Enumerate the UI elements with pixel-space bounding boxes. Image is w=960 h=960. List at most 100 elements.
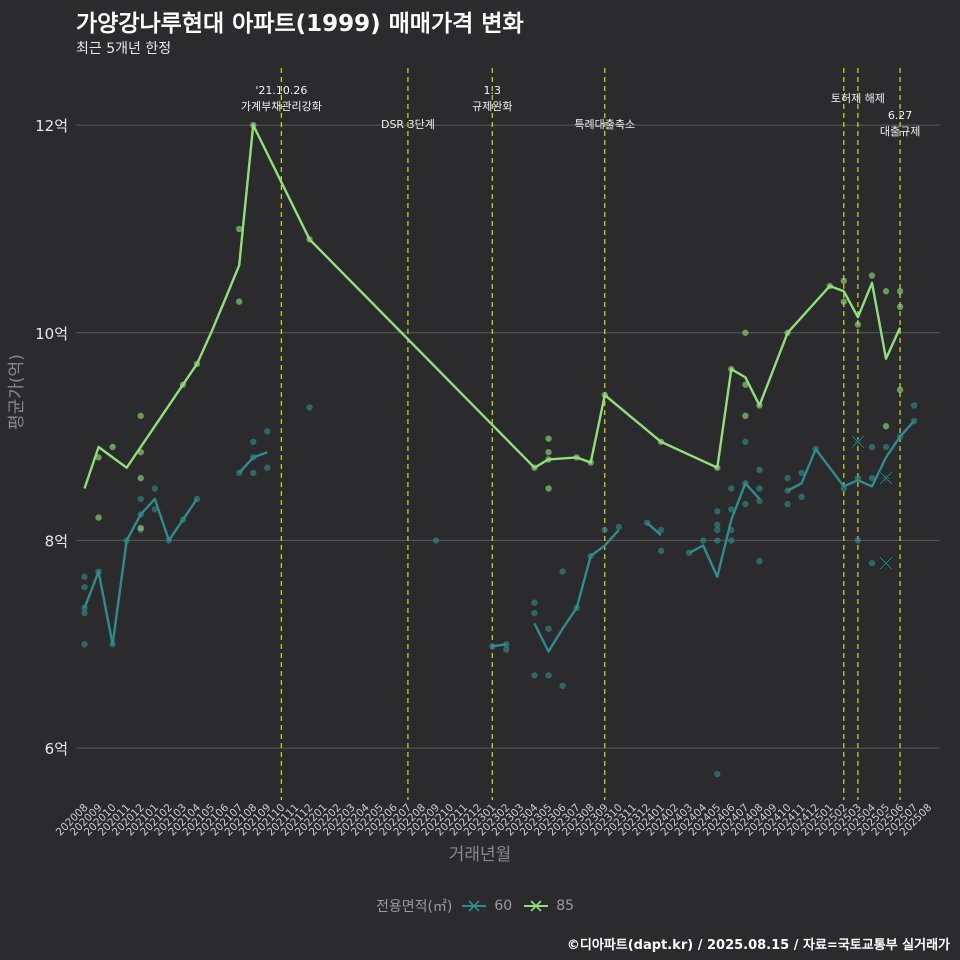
data-point-85 bbox=[854, 321, 862, 328]
legend-label-60: 60 bbox=[494, 898, 513, 914]
data-point-60 bbox=[868, 443, 876, 451]
data-point-85 bbox=[109, 443, 116, 451]
data-point-85 bbox=[137, 524, 144, 532]
series-line-60 bbox=[787, 420, 915, 492]
data-point-85 bbox=[545, 448, 552, 456]
data-point-60 bbox=[151, 506, 159, 513]
data-point-60 bbox=[784, 474, 791, 482]
data-point-60 bbox=[798, 469, 805, 477]
y-tick-label: 12억 bbox=[35, 117, 68, 135]
data-point-60 bbox=[714, 526, 721, 534]
cancelled-marker bbox=[851, 435, 865, 449]
data-point-60 bbox=[657, 547, 665, 555]
series-line-60 bbox=[688, 482, 761, 578]
data-point-60 bbox=[714, 537, 721, 544]
data-point-85 bbox=[896, 303, 904, 311]
annotation-label: 가계부채관리강화 bbox=[241, 100, 322, 113]
data-point-60 bbox=[601, 526, 608, 534]
data-point-60 bbox=[784, 500, 791, 508]
data-point-60 bbox=[854, 537, 862, 544]
data-point-60 bbox=[657, 526, 665, 534]
data-point-85 bbox=[235, 225, 243, 233]
data-point-85 bbox=[235, 298, 243, 305]
legend-label-85: 85 bbox=[556, 898, 575, 914]
y-axis-label: 평균가(억) bbox=[7, 354, 27, 430]
cancelled-marker bbox=[879, 556, 893, 570]
data-point-60 bbox=[742, 438, 749, 445]
data-point-60 bbox=[489, 643, 496, 650]
data-point-60 bbox=[432, 537, 440, 544]
data-point-60 bbox=[250, 438, 257, 445]
data-point-60 bbox=[151, 485, 159, 492]
data-point-85 bbox=[896, 288, 904, 295]
data-point-60 bbox=[81, 573, 88, 580]
series-line-85 bbox=[83, 123, 902, 489]
data-point-60 bbox=[531, 672, 538, 679]
annotation-label: 규제완화 bbox=[472, 100, 512, 113]
data-point-60 bbox=[700, 537, 707, 544]
data-point-60 bbox=[81, 609, 88, 617]
series-line-60 bbox=[646, 521, 662, 537]
series-line-60 bbox=[238, 451, 268, 474]
data-point-60 bbox=[910, 402, 918, 409]
legend-key-60 bbox=[462, 900, 487, 912]
data-point-85 bbox=[896, 386, 904, 394]
data-point-60 bbox=[756, 485, 763, 492]
data-point-85 bbox=[137, 474, 144, 482]
data-point-60 bbox=[728, 485, 735, 492]
y-tick-label: 6억 bbox=[45, 740, 68, 758]
data-point-60 bbox=[81, 641, 88, 648]
data-point-85 bbox=[545, 435, 552, 442]
data-point-60 bbox=[264, 428, 271, 435]
data-point-60 bbox=[81, 583, 88, 591]
data-point-60 bbox=[503, 646, 510, 653]
legend-item-85: 85 bbox=[522, 898, 574, 914]
data-point-60 bbox=[756, 497, 763, 505]
y-tick-label: 10억 bbox=[35, 325, 68, 343]
y-tick-label: 8억 bbox=[45, 532, 68, 550]
x-axis-label: 거래년월 bbox=[448, 845, 512, 865]
data-point-85 bbox=[137, 412, 144, 420]
data-point-60 bbox=[714, 508, 721, 515]
data-point-60 bbox=[728, 537, 735, 544]
annotation-label: DSR 3단계 bbox=[381, 118, 435, 131]
annotation-label: 대출규제 bbox=[880, 125, 920, 138]
data-point-60 bbox=[798, 493, 805, 501]
annotation-label: 6.27 bbox=[888, 109, 913, 122]
data-point-60 bbox=[868, 560, 876, 567]
legend-key-85 bbox=[524, 900, 549, 912]
data-point-60 bbox=[728, 506, 735, 513]
series-line-60 bbox=[533, 529, 620, 653]
legend-title: 전용면적(㎡) bbox=[375, 899, 453, 915]
data-point-60 bbox=[756, 466, 763, 474]
annotation-label: 토허제 해제 bbox=[831, 91, 885, 105]
data-point-85 bbox=[882, 423, 890, 430]
data-point-85 bbox=[742, 412, 749, 420]
legend: 전용면적(㎡) 60 85 bbox=[0, 896, 960, 916]
data-point-60 bbox=[559, 568, 566, 575]
data-point-60 bbox=[306, 404, 313, 411]
data-point-60 bbox=[868, 474, 876, 482]
series-line-60 bbox=[492, 643, 507, 648]
data-point-60 bbox=[545, 672, 552, 679]
data-point-60 bbox=[742, 500, 749, 508]
series-line-60 bbox=[83, 497, 198, 646]
data-point-85 bbox=[868, 272, 876, 279]
data-point-85 bbox=[95, 454, 102, 461]
chart-title: 가양강나루현대 아파트(1999) 매매가격 변화 bbox=[76, 11, 524, 37]
data-point-60 bbox=[531, 609, 538, 617]
annotation-label: 특례대출축소 bbox=[574, 118, 635, 131]
annotation-label: '21.10.26 bbox=[255, 84, 307, 97]
data-point-85 bbox=[840, 298, 848, 305]
data-point-85 bbox=[95, 514, 102, 521]
data-point-60 bbox=[264, 464, 271, 471]
data-point-60 bbox=[531, 599, 538, 606]
data-point-60 bbox=[545, 625, 552, 632]
data-point-60 bbox=[615, 523, 623, 531]
data-point-60 bbox=[559, 682, 566, 689]
data-point-60 bbox=[882, 443, 890, 451]
chart-subtitle: 최근 5개년 한정 bbox=[76, 41, 172, 57]
annotation-label: 1.3 bbox=[484, 84, 502, 97]
data-point-85 bbox=[545, 485, 552, 492]
